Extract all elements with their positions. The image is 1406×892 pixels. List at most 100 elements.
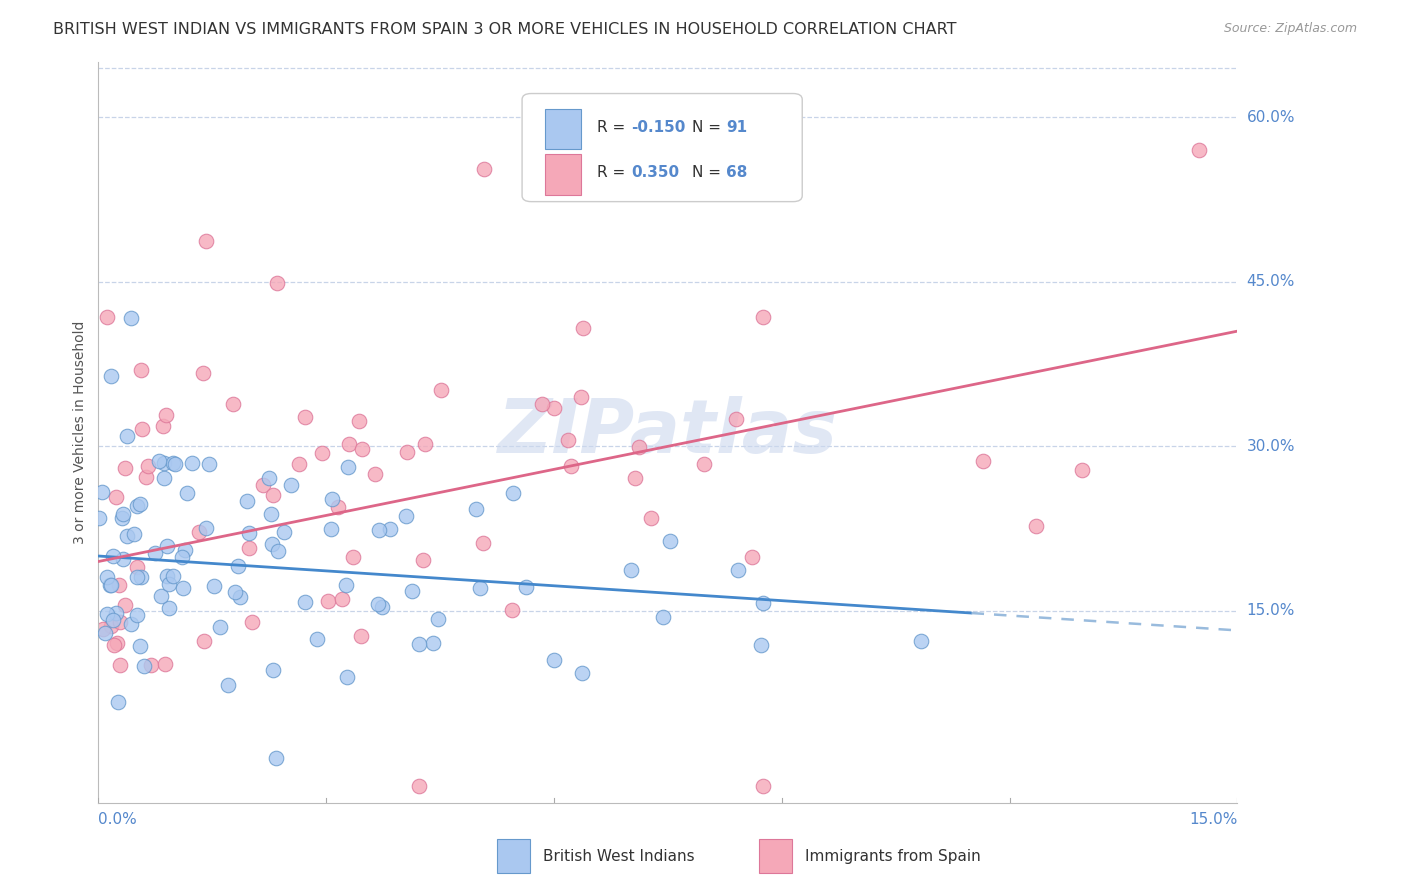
Text: British West Indians: British West Indians: [543, 849, 695, 864]
Point: [543, 401, 565, 415]
Point: [193, 366, 215, 380]
Point: [252, 478, 274, 492]
FancyBboxPatch shape: [522, 94, 803, 202]
Point: [238, 525, 260, 540]
Point: [266, 277, 288, 291]
Point: [108, 615, 131, 629]
Point: [1071, 463, 1094, 477]
Point: [464, 501, 486, 516]
FancyBboxPatch shape: [759, 838, 792, 873]
Point: [129, 570, 152, 584]
Point: [132, 658, 155, 673]
Text: 15.0%: 15.0%: [1246, 603, 1295, 618]
Point: [364, 467, 387, 482]
Point: [107, 695, 129, 709]
Point: [326, 500, 349, 514]
Point: [972, 453, 994, 467]
Point: [156, 569, 179, 583]
Text: -0.150: -0.150: [631, 120, 686, 135]
Point: [112, 552, 135, 566]
Point: [557, 433, 579, 447]
Point: [194, 235, 217, 249]
Point: [197, 457, 219, 471]
Point: [543, 653, 565, 667]
Text: N =: N =: [692, 165, 725, 180]
Point: [267, 543, 290, 558]
Point: [727, 563, 749, 577]
Point: [127, 570, 149, 584]
Point: [311, 446, 333, 460]
Point: [105, 636, 128, 650]
Point: [117, 429, 139, 443]
Text: 15.0%: 15.0%: [1189, 812, 1237, 827]
Point: [240, 615, 263, 630]
Point: [143, 546, 166, 560]
Point: [627, 440, 650, 454]
Point: [395, 445, 418, 459]
Point: [336, 670, 359, 684]
Point: [260, 507, 283, 521]
Text: Immigrants from Spain: Immigrants from Spain: [804, 849, 980, 864]
Point: [294, 595, 316, 609]
Point: [515, 581, 537, 595]
FancyBboxPatch shape: [498, 838, 530, 873]
Point: [471, 536, 494, 550]
Point: [122, 527, 145, 541]
Point: [368, 523, 391, 537]
Point: [380, 522, 402, 536]
Point: [422, 636, 444, 650]
Point: [651, 610, 673, 624]
Point: [260, 537, 283, 551]
Point: [108, 658, 131, 673]
Point: [128, 497, 150, 511]
Point: [236, 494, 259, 508]
Point: [162, 569, 184, 583]
Point: [1188, 144, 1211, 158]
Point: [408, 637, 430, 651]
Point: [415, 437, 437, 451]
Point: [257, 470, 280, 484]
Point: [111, 507, 134, 521]
Point: [401, 583, 423, 598]
Point: [114, 460, 136, 475]
Point: [157, 577, 180, 591]
Point: [98, 578, 121, 592]
Point: [430, 383, 453, 397]
Point: [155, 657, 177, 672]
Point: [188, 524, 211, 539]
Point: [100, 578, 122, 592]
Point: [752, 596, 775, 610]
Point: [342, 549, 364, 564]
Point: [321, 491, 343, 506]
Point: [174, 542, 197, 557]
Point: [172, 549, 194, 564]
Text: 0.0%: 0.0%: [98, 812, 138, 827]
Point: [412, 552, 434, 566]
Point: [238, 541, 260, 555]
Text: BRITISH WEST INDIAN VS IMMIGRANTS FROM SPAIN 3 OR MORE VEHICLES IN HOUSEHOLD COR: BRITISH WEST INDIAN VS IMMIGRANTS FROM S…: [53, 22, 957, 37]
Point: [94, 626, 117, 640]
Point: [157, 601, 180, 615]
Point: [115, 529, 138, 543]
Point: [125, 608, 148, 623]
Point: [180, 456, 202, 470]
Point: [125, 499, 148, 513]
Text: 68: 68: [725, 165, 748, 180]
Point: [152, 418, 174, 433]
Point: [337, 460, 360, 475]
Text: R =: R =: [598, 120, 630, 135]
Point: [426, 612, 449, 626]
Point: [136, 459, 159, 474]
Point: [262, 488, 284, 502]
Point: [502, 486, 524, 500]
Point: [155, 409, 177, 423]
Point: [571, 665, 593, 680]
Point: [176, 486, 198, 500]
Point: [104, 490, 127, 504]
Point: [91, 484, 114, 499]
Point: [640, 510, 662, 524]
Text: 0.350: 0.350: [631, 165, 679, 180]
Point: [350, 629, 373, 643]
Point: [335, 578, 357, 592]
Point: [91, 622, 114, 636]
